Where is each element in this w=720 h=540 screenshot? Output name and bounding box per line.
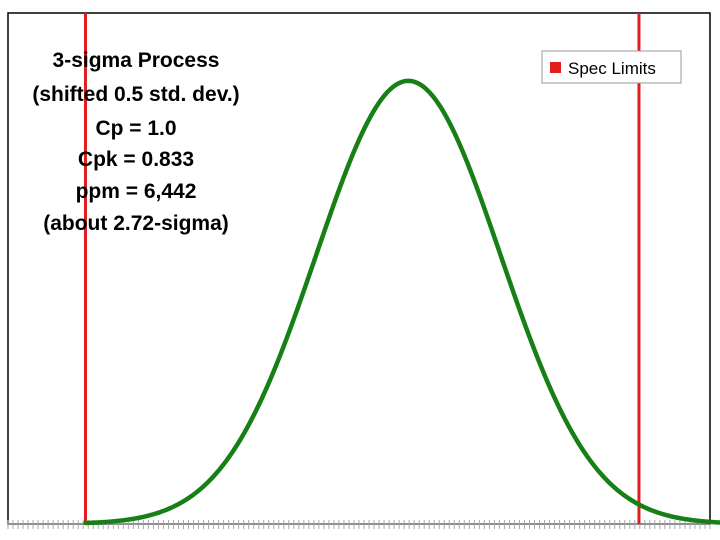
distribution-curve (83, 78, 720, 526)
annotation-line-5: ppm = 6,442 (76, 180, 197, 203)
legend-box (541, 50, 682, 84)
annotation-line-2: (shifted 0.5 std. dev.) (32, 83, 239, 106)
spec-limit-lines (83, 13, 641, 524)
annotation-block: 3-sigma Process (shifted 0.5 std. dev.) … (32, 49, 239, 235)
annotation-line-3: Cp = 1.0 (95, 117, 176, 140)
legend-swatch-spec-limits (550, 62, 561, 73)
legend-label-spec-limits: Spec Limits (568, 59, 656, 78)
annotation-line-4: Cpk = 0.833 (78, 148, 194, 171)
annotation-line-1: 3-sigma Process (53, 49, 220, 72)
annotation-line-6: (about 2.72-sigma) (43, 212, 229, 235)
plot-frame (7, 12, 711, 525)
legend: Spec Limits (541, 50, 682, 84)
